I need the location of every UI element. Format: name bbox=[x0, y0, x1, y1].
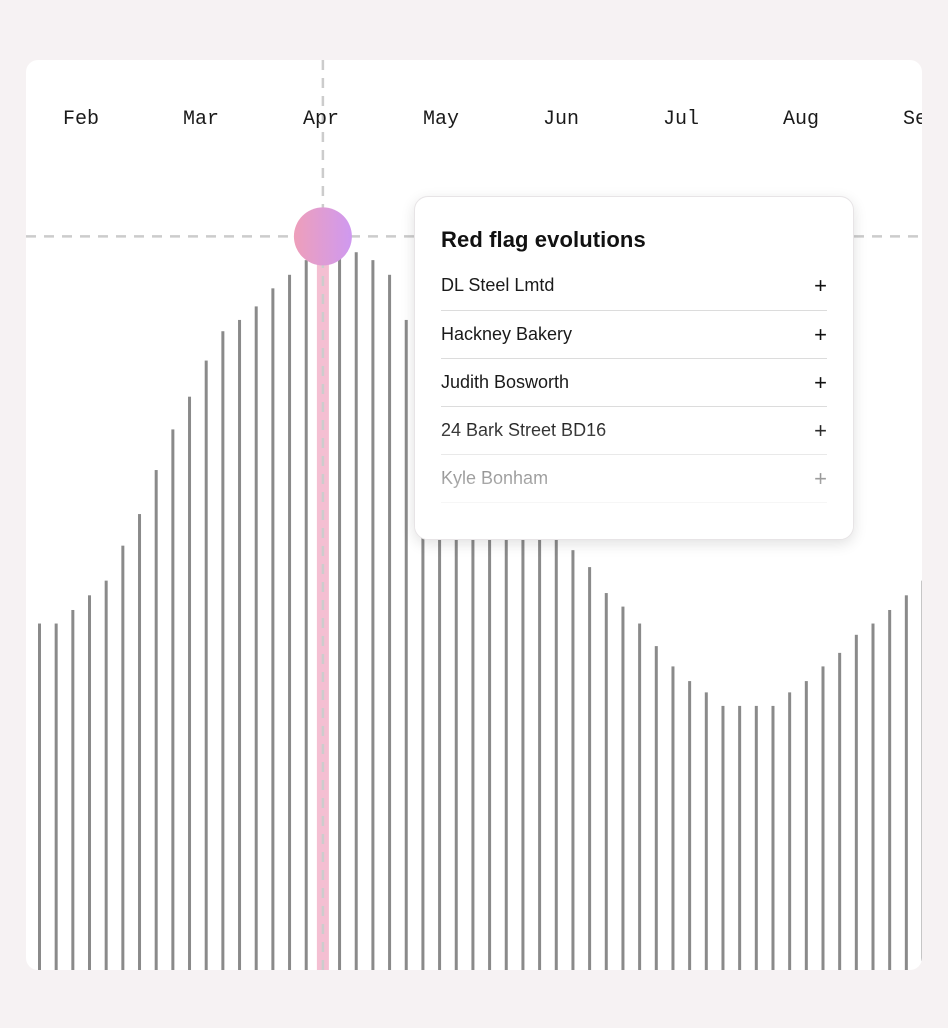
bar[interactable] bbox=[354, 252, 358, 970]
bar[interactable] bbox=[271, 288, 275, 970]
bar[interactable] bbox=[721, 705, 725, 970]
bar[interactable] bbox=[738, 705, 742, 970]
bar[interactable] bbox=[688, 681, 692, 970]
bar[interactable] bbox=[771, 705, 775, 970]
bar[interactable] bbox=[221, 331, 225, 970]
month-label: Apr bbox=[303, 108, 339, 131]
bar[interactable] bbox=[821, 666, 825, 970]
bar[interactable] bbox=[554, 534, 558, 970]
bar[interactable] bbox=[288, 274, 292, 970]
bar[interactable] bbox=[504, 500, 508, 970]
month-axis: Feb Mar Apr May Jun Jul Aug Sep bbox=[63, 108, 922, 131]
bar-chart[interactable]: Feb Mar Apr May Jun Jul Aug Sep bbox=[26, 60, 922, 970]
month-label: May bbox=[423, 108, 459, 131]
bar[interactable] bbox=[704, 692, 708, 970]
bar[interactable] bbox=[338, 252, 342, 970]
list-item-judith-bosworth[interactable]: Judith Bosworth + bbox=[441, 359, 827, 407]
bar[interactable] bbox=[488, 500, 492, 970]
chart-card: Feb Mar Apr May Jun Jul Aug Sep Red flag evolut… bbox=[26, 60, 922, 970]
bar[interactable] bbox=[588, 567, 592, 970]
bar[interactable] bbox=[238, 319, 242, 970]
plus-icon[interactable]: + bbox=[814, 273, 827, 298]
bar[interactable] bbox=[871, 623, 875, 970]
month-label: Jul bbox=[663, 108, 699, 131]
bar[interactable] bbox=[904, 595, 908, 970]
bar[interactable] bbox=[671, 666, 675, 970]
plus-icon[interactable]: + bbox=[814, 465, 827, 491]
bars-layer bbox=[38, 236, 922, 970]
bar[interactable] bbox=[838, 652, 842, 970]
bar[interactable] bbox=[471, 493, 475, 970]
month-label: Sep bbox=[903, 108, 922, 131]
bar[interactable] bbox=[804, 681, 808, 970]
marker-circle[interactable] bbox=[293, 207, 352, 266]
bar[interactable] bbox=[604, 593, 608, 970]
bar[interactable] bbox=[71, 609, 75, 970]
list-item-label: Kyle Bonham bbox=[441, 468, 549, 488]
bar[interactable] bbox=[171, 429, 175, 970]
bar[interactable] bbox=[638, 623, 642, 970]
month-label: Aug bbox=[783, 108, 819, 131]
bar[interactable] bbox=[188, 396, 192, 970]
bar[interactable] bbox=[38, 623, 41, 970]
bar[interactable] bbox=[538, 519, 542, 970]
popup-title: Red flag evolutions bbox=[441, 227, 646, 252]
bar[interactable] bbox=[121, 545, 125, 970]
red-flag-popup: Red flag evolutions DL Steel Lmtd + Hack… bbox=[414, 196, 854, 540]
list-item-hackney-bakery[interactable]: Hackney Bakery + bbox=[441, 311, 827, 359]
bar[interactable] bbox=[204, 360, 208, 970]
bar[interactable] bbox=[571, 550, 575, 970]
list-item-dl-steel[interactable]: DL Steel Lmtd + bbox=[441, 275, 827, 311]
bar[interactable] bbox=[438, 440, 442, 970]
bar[interactable] bbox=[788, 692, 792, 970]
list-item-label: Hackney Bakery bbox=[441, 324, 573, 344]
month-label: Jun bbox=[543, 108, 579, 131]
list-item-bark-street[interactable]: 24 Bark Street BD16 + bbox=[441, 407, 827, 455]
bar[interactable] bbox=[454, 481, 458, 970]
bar[interactable] bbox=[754, 705, 758, 970]
plus-icon[interactable]: + bbox=[814, 369, 827, 395]
list-item-label: Judith Bosworth bbox=[441, 372, 570, 392]
bar[interactable] bbox=[854, 634, 858, 970]
bar[interactable] bbox=[304, 260, 308, 970]
bar[interactable] bbox=[138, 514, 142, 970]
month-label: Mar bbox=[183, 108, 219, 131]
bar[interactable] bbox=[104, 580, 108, 970]
plus-icon[interactable]: + bbox=[814, 321, 827, 347]
bar[interactable] bbox=[88, 595, 92, 970]
red-flag-list: DL Steel Lmtd + Hackney Bakery + Judith … bbox=[441, 275, 827, 503]
list-item-label: DL Steel Lmtd bbox=[441, 275, 555, 295]
bar[interactable] bbox=[521, 508, 525, 970]
list-item-kyle-bonham[interactable]: Kyle Bonham + bbox=[441, 455, 827, 503]
bar[interactable] bbox=[154, 470, 158, 970]
bar[interactable] bbox=[888, 609, 892, 970]
bar[interactable] bbox=[54, 623, 58, 970]
bar[interactable] bbox=[371, 260, 375, 970]
highlight-marker[interactable] bbox=[293, 207, 352, 266]
list-item-label: 24 Bark Street BD16 bbox=[441, 420, 607, 440]
bar[interactable] bbox=[421, 370, 425, 970]
plus-icon[interactable]: + bbox=[814, 417, 827, 443]
bar[interactable] bbox=[404, 319, 408, 970]
bar[interactable] bbox=[654, 646, 658, 970]
bar[interactable] bbox=[254, 306, 258, 970]
bar[interactable] bbox=[621, 606, 625, 970]
bar[interactable] bbox=[388, 274, 392, 970]
month-label: Feb bbox=[63, 108, 99, 131]
